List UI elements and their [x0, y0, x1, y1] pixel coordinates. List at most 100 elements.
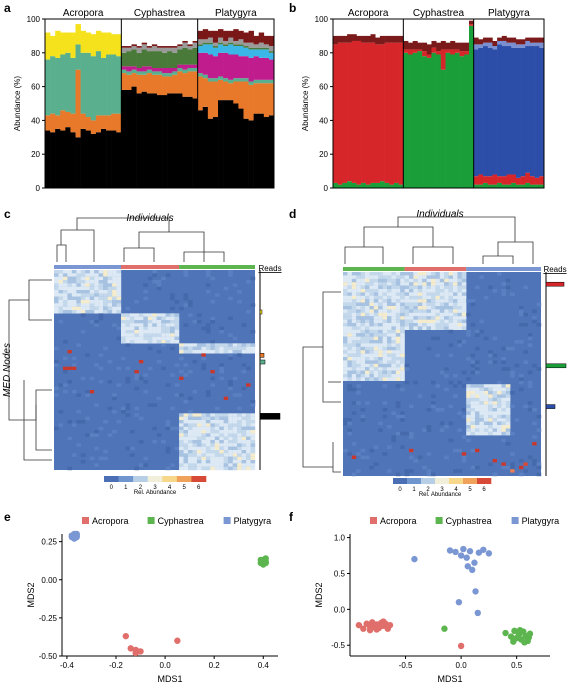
panel-d-cell-8-3 — [356, 299, 361, 303]
panel-d-cell-10-27 — [461, 306, 467, 310]
panel-c-cell-56-11 — [103, 456, 108, 461]
panel-c-cell-19-19 — [138, 333, 144, 337]
panel-a-bar-9-seg-1 — [90, 120, 97, 134]
panel-c-hot-cell-7 — [89, 390, 95, 394]
panel-c-cell-16-22 — [152, 323, 157, 327]
panel-c-colorbar-tick-4: 4 — [168, 485, 172, 491]
panel-d-cell-8-11 — [391, 299, 396, 303]
panel-d-cell-28-10 — [387, 367, 392, 371]
panel-c-cell-1-10 — [98, 273, 104, 277]
panel-c-cell-32-18 — [134, 376, 140, 381]
panel-d-cell-37-35 — [497, 397, 502, 402]
panel-c-cell-23-30 — [188, 346, 193, 351]
panel-c-cell-28-42 — [241, 363, 247, 367]
panel-c-cell-51-34 — [205, 440, 211, 444]
panel-b-bar-22-seg-4 — [436, 42, 442, 52]
panel-c-cell-50-44 — [250, 436, 256, 441]
panel-c-cell-43-37 — [219, 413, 224, 417]
panel-d-cell-37-28 — [466, 397, 471, 402]
panel-d-cell-14-18 — [422, 319, 427, 324]
panel-c-cell-8-39 — [228, 296, 233, 301]
panel-d-cell-35-33 — [488, 391, 493, 395]
panel-d-cell-9-24 — [448, 302, 454, 307]
panel-c-cell-47-38 — [223, 426, 229, 431]
panel-d-cell-9-10 — [387, 302, 392, 307]
panel-c-cell-56-37 — [219, 456, 224, 461]
panel-c-cell-0-8 — [89, 270, 95, 274]
panel-d-hot-cell-2 — [461, 452, 467, 456]
panel-c-cell-4-20 — [143, 283, 148, 287]
panel-f-legend-label-0: Acropora — [380, 516, 417, 526]
panel-a-bar-19-seg-7 — [141, 44, 148, 50]
panel-c-cell-22-28 — [179, 343, 184, 347]
panel-a-bar-23-seg-7 — [162, 47, 168, 53]
panel-d-cell-21-13 — [400, 343, 405, 347]
panel-d-cell-42-29 — [470, 414, 476, 419]
panel-a-bar-13-seg-1 — [111, 113, 117, 131]
panel-a-bar-17-seg-0 — [131, 86, 137, 188]
panel-d-cell-8-19 — [426, 299, 432, 303]
panel-a-bar-19-seg-8 — [141, 42, 148, 45]
panel-c-cell-6-3 — [67, 290, 73, 294]
panel-d-cell-13-2 — [351, 316, 357, 320]
panel-c-cell-8-0 — [54, 296, 59, 301]
panel-b-bar-29-seg-0 — [468, 25, 474, 189]
panel-c-cell-59-37 — [219, 466, 224, 471]
panel-b-bar-40-seg-0 — [520, 184, 526, 188]
panel-a-bar-29-seg-4 — [192, 64, 198, 69]
panel-b-bar-27-seg-0 — [459, 56, 465, 189]
panel-d-cell-8-5 — [365, 299, 370, 303]
panel-d-cell-15-12 — [395, 323, 401, 327]
panel-d-cell-34-31 — [479, 387, 484, 392]
panel-c-cell-22-5 — [76, 343, 81, 347]
panel-c-cell-20-26 — [170, 336, 175, 341]
panel-b-bar-34-seg-0 — [492, 184, 498, 188]
panel-c-cell-45-41 — [237, 420, 242, 424]
panel-c-cell-45-14 — [116, 420, 122, 424]
panel-c-top-dendrogram-4 — [183, 251, 225, 262]
panel-d-cell-4-12 — [395, 285, 401, 290]
panel-c-cell-3-7 — [85, 280, 90, 284]
panel-d-cell-28-12 — [395, 367, 401, 371]
panel-d-cell-24-29 — [470, 353, 476, 358]
panel-d-cell-1-6 — [369, 275, 374, 279]
panel-c-cell-1-1 — [58, 273, 64, 277]
panel-d-cell-6-10 — [387, 292, 392, 296]
panel-d-cell-43-39 — [514, 418, 520, 422]
panel-c-cell-15-1 — [58, 320, 64, 324]
panel-a-bar-2-seg-0 — [55, 128, 61, 188]
panel-d-colorbar-label: Rel. Abundance — [419, 492, 462, 498]
panel-c-cell-54-35 — [210, 450, 215, 454]
panel-c-cell-48-31 — [192, 430, 198, 434]
panel-d-cell-5-20 — [431, 289, 436, 293]
panel-b-bar-8-seg-4 — [370, 34, 376, 43]
panel-d-cell-27-0 — [343, 363, 348, 368]
panel-c-cell-11-13 — [112, 306, 117, 311]
panel-c-cell-54-39 — [228, 450, 233, 454]
panel-c-cell-14-35 — [210, 316, 215, 321]
panel-c-cell-56-40 — [232, 456, 238, 461]
panel-d-cell-43-13 — [400, 418, 405, 422]
panel-c-cell-49-38 — [223, 433, 229, 437]
panel-a-bar-39-seg-2 — [243, 78, 249, 82]
panel-a-ytick-label-5: 100 — [27, 15, 41, 24]
panel-d-cell-15-16 — [413, 323, 418, 327]
panel-d-cell-16-17 — [417, 326, 423, 330]
panel-c-cell-34-39 — [228, 383, 233, 387]
panel-a-bar-39-seg-6 — [243, 46, 249, 48]
panel-c-cell-6-2 — [62, 290, 68, 294]
panel-c-cell-44-28 — [179, 416, 184, 421]
panel-d-cell-13-15 — [409, 316, 414, 320]
panel-c-cell-56-39 — [228, 456, 233, 461]
panel-b-bar-14-seg-1 — [398, 42, 404, 185]
panel-d-cell-7-27 — [461, 295, 467, 300]
panel-a-bar-32-seg-1 — [207, 81, 214, 119]
panel-d-cell-13-7 — [373, 316, 379, 320]
panel-c-cell-52-39 — [228, 443, 233, 447]
panel-d-cell-32-40 — [519, 380, 524, 385]
panel-d-cell-29-4 — [360, 370, 366, 375]
panel-c-cell-18-19 — [138, 330, 144, 334]
panel-c-cell-43-16 — [125, 413, 131, 417]
panel-d-cell-6-5 — [365, 292, 370, 296]
panel-d-cell-35-37 — [505, 391, 511, 395]
